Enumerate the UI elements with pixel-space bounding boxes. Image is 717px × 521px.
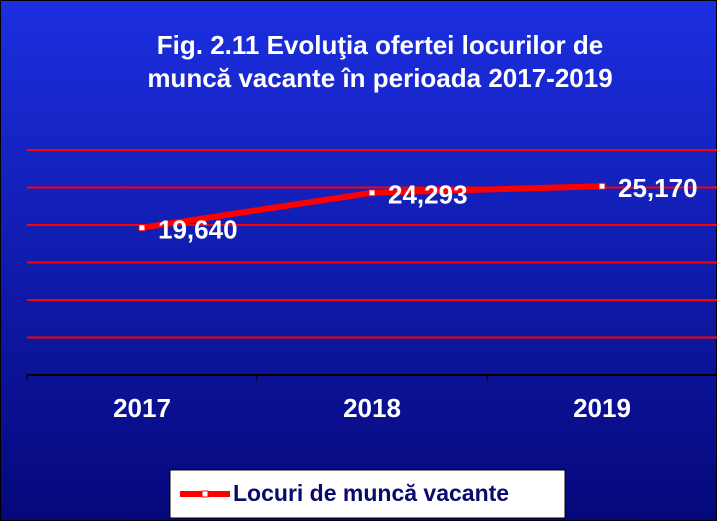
marker — [598, 182, 606, 190]
chart-title: Fig. 2.11 Evoluţia ofertei locurilor de — [157, 30, 603, 60]
x-tick-label: 2017 — [113, 393, 171, 423]
data-label: 19,640 — [158, 215, 238, 245]
data-label: 24,293 — [388, 180, 468, 210]
legend-label: Locuri de muncă vacante — [233, 480, 509, 506]
marker — [368, 189, 376, 197]
marker — [138, 224, 146, 232]
x-tick-label: 2019 — [573, 393, 631, 423]
chart-title: muncă vacante în perioada 2017-2019 — [147, 63, 612, 93]
x-tick-label: 2018 — [343, 393, 401, 423]
legend-marker — [201, 490, 209, 498]
legend — [169, 469, 566, 519]
data-label: 25,170 — [618, 173, 698, 203]
